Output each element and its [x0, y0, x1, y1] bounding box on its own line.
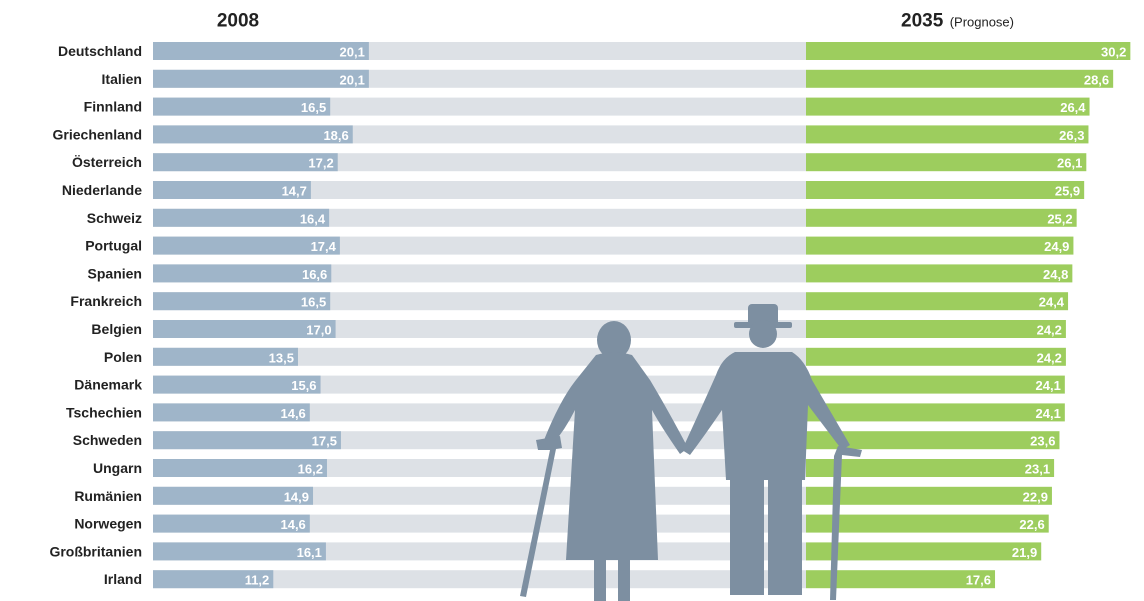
series-header: 2008 — [217, 11, 259, 32]
category-label: Irland — [104, 571, 142, 587]
category-label: Tschechien — [66, 404, 142, 420]
value-label: 16,4 — [300, 211, 326, 226]
value-label: 18,6 — [323, 128, 348, 143]
value-label: 24,4 — [1039, 295, 1065, 310]
value-label: 25,9 — [1055, 184, 1080, 199]
bar — [806, 153, 1086, 171]
value-label: 30,2 — [1101, 45, 1126, 60]
value-label: 20,1 — [340, 45, 365, 60]
value-label: 24,1 — [1036, 406, 1061, 421]
value-label: 26,1 — [1057, 156, 1082, 171]
value-label: 17,5 — [312, 434, 337, 449]
bar — [806, 181, 1084, 199]
woman-leg — [594, 560, 606, 601]
category-label: Polen — [104, 349, 142, 365]
category-label: Rumänien — [74, 488, 142, 504]
value-label: 13,5 — [269, 350, 294, 365]
value-label: 17,6 — [966, 573, 991, 588]
bar — [806, 125, 1088, 143]
value-label: 11,2 — [245, 573, 270, 588]
value-label: 24,9 — [1044, 239, 1069, 254]
value-label: 16,1 — [297, 545, 322, 560]
bar — [153, 42, 369, 60]
chart: Deutschland Italien Finnland Griechenland Ös… — [0, 0, 1144, 601]
series-header: 2035 — [901, 11, 944, 32]
value-label: 14,6 — [280, 406, 305, 421]
value-label: 16,5 — [301, 100, 326, 115]
value-label: 14,7 — [282, 184, 307, 199]
bar — [806, 376, 1065, 394]
value-label: 22,6 — [1019, 517, 1044, 532]
category-label: Deutschland — [58, 43, 142, 59]
bar — [806, 403, 1065, 421]
bar — [806, 70, 1113, 88]
bar — [806, 487, 1052, 505]
category-label: Großbritanien — [49, 543, 142, 559]
bar — [806, 98, 1090, 116]
value-label: 15,6 — [291, 378, 316, 393]
category-label: Griechenland — [53, 126, 142, 142]
value-label: 22,9 — [1023, 489, 1048, 504]
category-label: Norwegen — [74, 516, 142, 532]
bar — [806, 515, 1049, 533]
value-label: 14,6 — [280, 517, 305, 532]
bar — [806, 542, 1041, 560]
category-label: Italien — [102, 71, 142, 87]
bar — [806, 237, 1073, 255]
value-label: 21,9 — [1012, 545, 1037, 560]
value-label: 24,8 — [1043, 267, 1068, 282]
category-label: Schweden — [73, 432, 142, 448]
value-label: 24,1 — [1036, 378, 1061, 393]
value-label: 24,2 — [1037, 350, 1062, 365]
value-label: 20,1 — [340, 72, 365, 87]
category-label: Frankreich — [70, 293, 142, 309]
woman-leg — [618, 560, 630, 601]
man-leg — [730, 480, 764, 595]
value-label: 16,6 — [302, 267, 327, 282]
category-label: Ungarn — [93, 460, 142, 476]
category-label: Belgien — [91, 321, 142, 337]
background-bands — [153, 42, 806, 588]
value-label: 17,0 — [306, 323, 331, 338]
bar — [153, 70, 369, 88]
man-head — [749, 320, 777, 348]
category-label: Portugal — [85, 238, 142, 254]
bar — [806, 459, 1054, 477]
bar — [806, 348, 1066, 366]
value-label: 23,6 — [1030, 434, 1055, 449]
category-label: Österreich — [72, 154, 142, 170]
man-leg — [768, 480, 802, 595]
bar — [806, 209, 1077, 227]
category-label: Niederlande — [62, 182, 142, 198]
category-label: Finnland — [84, 99, 142, 115]
bar — [806, 42, 1130, 60]
value-label: 16,2 — [298, 462, 323, 477]
value-label: 28,6 — [1084, 72, 1109, 87]
bar — [806, 292, 1068, 310]
value-label: 24,2 — [1037, 323, 1062, 338]
category-label: Dänemark — [74, 377, 142, 393]
value-label: 26,3 — [1059, 128, 1084, 143]
value-label: 14,9 — [284, 489, 309, 504]
value-label: 23,1 — [1025, 462, 1050, 477]
value-label: 17,2 — [308, 156, 333, 171]
value-label: 16,5 — [301, 295, 326, 310]
series-note: (Prognose) — [950, 15, 1014, 30]
category-label: Spanien — [88, 265, 142, 281]
bar — [806, 320, 1066, 338]
value-label: 17,4 — [311, 239, 337, 254]
bar — [806, 264, 1072, 282]
value-label: 26,4 — [1060, 100, 1086, 115]
category-label: Schweiz — [87, 210, 142, 226]
value-label: 25,2 — [1047, 211, 1072, 226]
